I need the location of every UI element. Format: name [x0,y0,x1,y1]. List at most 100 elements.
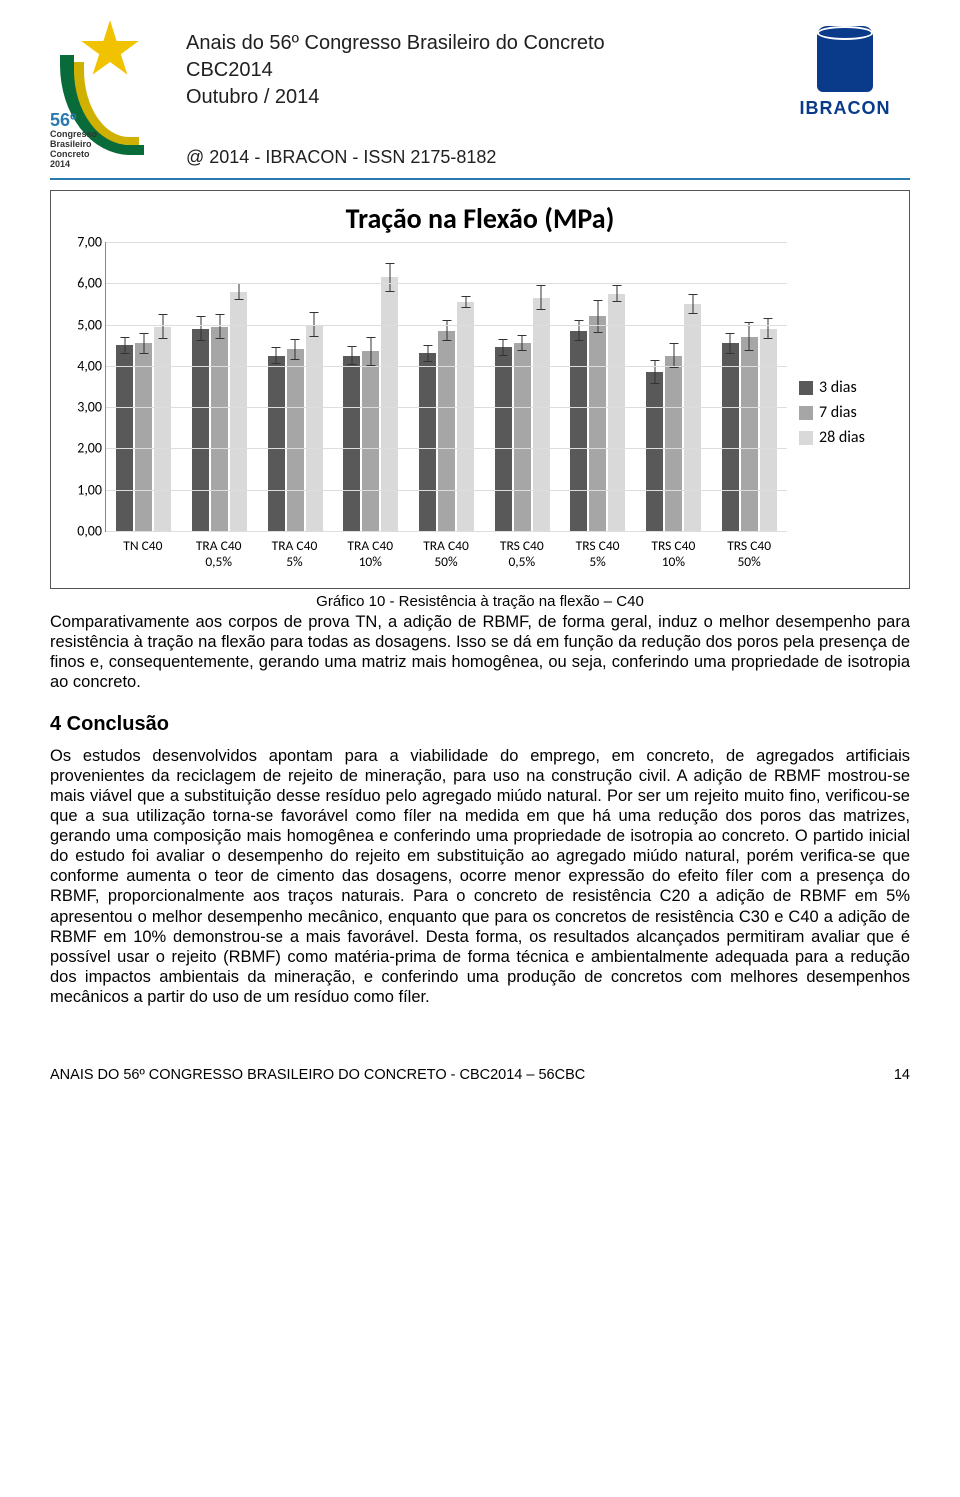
bar-group [409,242,485,531]
error-bar [597,300,598,333]
bar [192,329,209,531]
error-bar [503,339,504,356]
grid-line [106,242,787,243]
x-tick-label: TRS C405% [560,534,636,582]
congress-logo: 56º Congresso Brasileiro Concreto 2014 [50,20,170,170]
congress-line2: Brasileiro [50,139,92,149]
bar [268,356,285,531]
cylinder-icon [817,26,873,92]
bar [381,277,398,531]
congress-badge: 56º Congresso Brasileiro Concreto 2014 [50,111,97,170]
legend-item: 3 dias [799,378,899,397]
bar [287,349,304,531]
legend-label: 28 dias [819,428,865,447]
header-line3: Outubro / 2014 [186,84,764,111]
bar [306,325,323,531]
y-tick-label: 2,00 [62,440,102,457]
error-bar [427,345,428,362]
bar [684,304,701,531]
error-bar [692,294,693,315]
error-bar [200,316,201,341]
error-bar [143,333,144,354]
page-header: 56º Congresso Brasileiro Concreto 2014 A… [50,20,910,170]
footer-text: ANAIS DO 56º CONGRESSO BRASILEIRO DO CON… [50,1067,585,1083]
error-bar [389,263,390,292]
x-tick-label: TRA C405% [257,534,333,582]
header-line2: CBC2014 [186,57,764,84]
error-bar [276,347,277,364]
bar [438,331,455,531]
error-bar [768,318,769,339]
paragraph-conclusion: Os estudos desenvolvidos apontam para a … [50,746,910,1008]
error-bar [351,346,352,364]
y-tick-label: 5,00 [62,316,102,333]
congress-line3: Concreto [50,149,90,159]
page: 56º Congresso Brasileiro Concreto 2014 A… [0,0,960,1123]
y-tick-label: 4,00 [62,357,102,374]
ibracon-logo: IBRACON [780,20,910,119]
legend-swatch [799,431,813,445]
error-bar [219,314,220,339]
page-footer: ANAIS DO 56º CONGRESSO BRASILEIRO DO CON… [50,1067,910,1083]
error-bar [124,337,125,354]
bar [570,331,587,531]
x-tick-label: TRS C4050% [711,534,787,582]
legend-item: 28 dias [799,428,899,447]
congress-line1: Congresso [50,129,97,139]
bar [608,294,625,531]
error-bar [446,320,447,341]
bar [533,298,550,531]
chart-container: Tração na Flexão (MPa) 0,001,002,003,004… [50,190,910,589]
page-number: 14 [894,1067,910,1083]
chart-legend: 3 dias 7 dias 28 dias [791,242,899,582]
bar [589,316,606,531]
bar [495,347,512,531]
error-bar [541,285,542,310]
error-bar [730,333,731,354]
error-bar [162,314,163,339]
bars-row [106,242,787,531]
legend-swatch [799,406,813,420]
legend-swatch [799,381,813,395]
chart-area: 0,001,002,003,004,005,006,007,00 TN C40T… [61,242,899,582]
chart-title: Tração na Flexão (MPa) [61,201,899,236]
y-tick-label: 1,00 [62,481,102,498]
congress-number: 56º [50,110,77,130]
bar [419,353,436,531]
bar-group [106,242,182,531]
error-bar [673,343,674,368]
grid-line [106,531,787,532]
legend-item: 7 dias [799,403,899,422]
bar [646,372,663,531]
plot-inner: 0,001,002,003,004,005,006,007,00 [105,242,787,532]
bar [722,343,739,531]
x-axis-labels: TN C40TRA C400,5%TRA C405%TRA C4010%TRA … [105,534,787,582]
x-tick-label: TRS C4010% [635,534,711,582]
x-tick-label: TRS C400,5% [484,534,560,582]
header-rule [50,178,910,180]
grid-line [106,490,787,491]
y-tick-label: 0,00 [62,523,102,540]
grid-line [106,366,787,367]
bar [343,356,360,531]
bar-group [257,242,333,531]
bar [135,343,152,531]
bar [154,327,171,531]
bar [211,327,228,531]
grid-line [106,448,787,449]
error-bar [238,283,239,300]
error-bar [654,360,655,385]
bar-group [182,242,258,531]
grid-line [106,407,787,408]
bar [116,345,133,531]
bar-group [560,242,636,531]
x-tick-label: TRA C400,5% [181,534,257,582]
bar-group [711,242,787,531]
error-bar [578,320,579,341]
error-bar [749,322,750,351]
error-bar [370,337,371,366]
paragraph-1: Comparativamente aos corpos de prova TN,… [50,612,910,693]
congress-year: 2014 [50,159,70,169]
header-line1: Anais do 56º Congresso Brasileiro do Con… [186,30,764,57]
bar-group [636,242,712,531]
